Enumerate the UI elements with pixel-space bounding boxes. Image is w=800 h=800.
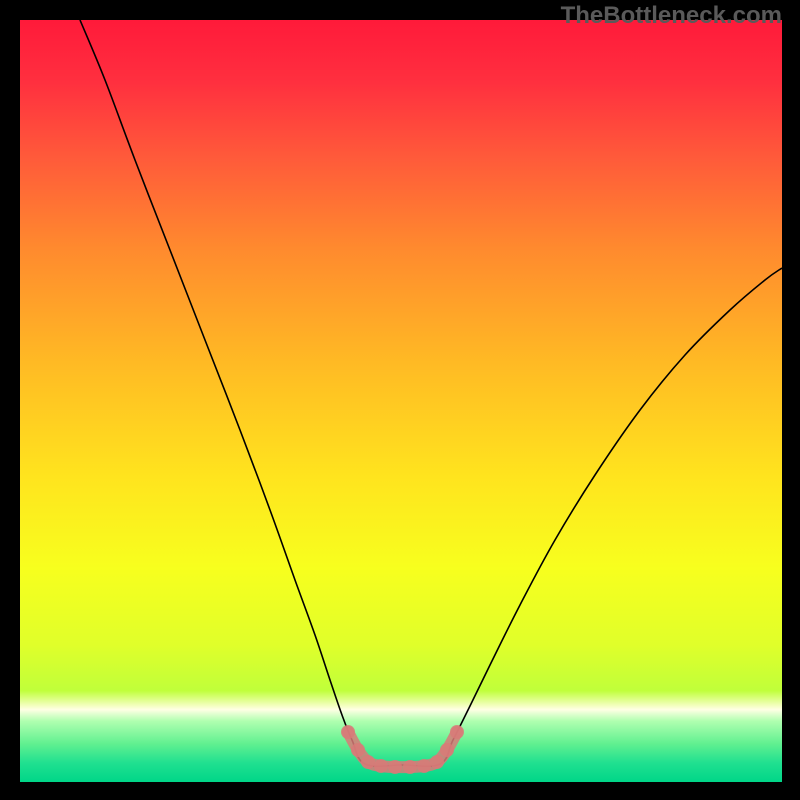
- overlay-marker: [341, 725, 355, 739]
- curve-layer: [20, 20, 782, 782]
- overlay-marker: [374, 759, 388, 773]
- watermark-text: TheBottleneck.com: [561, 2, 782, 30]
- overlay-marker: [430, 755, 444, 769]
- overlay-marker: [440, 743, 454, 757]
- overlay-marker: [417, 759, 431, 773]
- bottleneck-curve: [80, 20, 782, 766]
- overlay-marker: [403, 760, 417, 774]
- overlay-marker: [388, 760, 402, 774]
- overlay-marker: [361, 755, 375, 769]
- plot-area: [20, 20, 782, 782]
- overlay-marker: [450, 725, 464, 739]
- chart-container: TheBottleneck.com: [0, 0, 800, 800]
- overlay-marker: [351, 743, 365, 757]
